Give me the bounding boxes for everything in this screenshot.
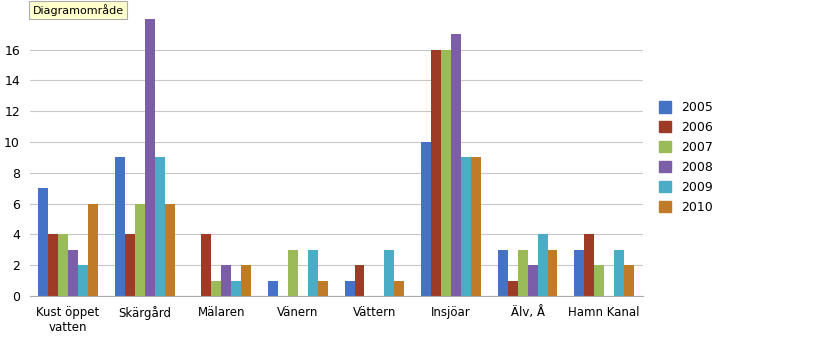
Bar [317,281,327,296]
Bar [88,204,98,296]
Bar [507,281,517,296]
Bar [231,281,241,296]
Bar [287,250,297,296]
Bar [574,250,584,296]
Bar [68,250,78,296]
Bar [241,265,251,296]
Bar [38,188,48,296]
Bar [221,265,231,296]
Bar [144,19,155,296]
Bar [421,142,431,296]
Bar [584,235,594,296]
Bar [211,281,221,296]
Bar [546,250,556,296]
Bar [623,265,633,296]
Bar [354,265,364,296]
Bar [134,204,144,296]
Bar [384,250,394,296]
Bar [594,265,604,296]
Bar [201,235,211,296]
Bar [58,235,68,296]
Bar [527,265,537,296]
Bar [155,158,165,296]
Bar [267,281,277,296]
Bar [78,265,88,296]
Bar [517,250,527,296]
Bar [440,50,450,296]
Bar [450,34,460,296]
Legend: 2005, 2006, 2007, 2008, 2009, 2010: 2005, 2006, 2007, 2008, 2009, 2010 [654,98,716,217]
Bar [394,281,404,296]
Bar [307,250,317,296]
Bar [460,158,470,296]
Text: Diagramområde: Diagramområde [32,4,123,16]
Bar [470,158,480,296]
Bar [497,250,507,296]
Bar [537,235,546,296]
Bar [344,281,354,296]
Bar [114,158,124,296]
Bar [431,50,440,296]
Bar [48,235,58,296]
Bar [614,250,623,296]
Bar [124,235,134,296]
Bar [165,204,175,296]
